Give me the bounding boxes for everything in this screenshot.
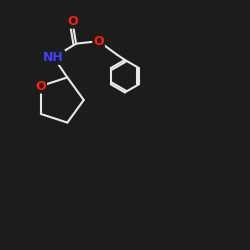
Text: NH: NH xyxy=(43,51,64,64)
Text: O: O xyxy=(36,80,46,92)
Text: O: O xyxy=(93,35,104,48)
Text: O: O xyxy=(67,15,78,28)
